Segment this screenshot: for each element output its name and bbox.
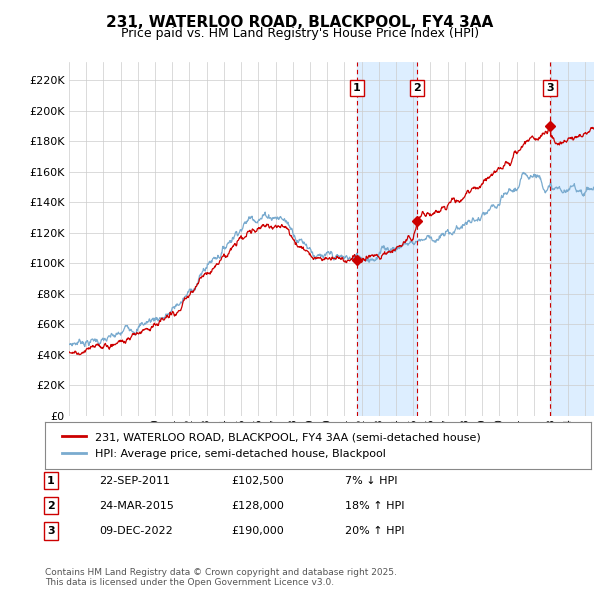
Text: £190,000: £190,000: [231, 526, 284, 536]
Text: £102,500: £102,500: [231, 476, 284, 486]
Text: 3: 3: [546, 83, 554, 93]
Bar: [357, 62, 417, 416]
Text: Price paid vs. HM Land Registry's House Price Index (HPI): Price paid vs. HM Land Registry's House …: [121, 27, 479, 40]
Text: 231, WATERLOO ROAD, BLACKPOOL, FY4 3AA: 231, WATERLOO ROAD, BLACKPOOL, FY4 3AA: [106, 15, 494, 30]
Bar: [550, 62, 594, 416]
Text: 22-SEP-2011: 22-SEP-2011: [99, 476, 170, 486]
Text: 09-DEC-2022: 09-DEC-2022: [99, 526, 173, 536]
Text: 2: 2: [47, 501, 55, 510]
Legend: 231, WATERLOO ROAD, BLACKPOOL, FY4 3AA (semi-detached house), HPI: Average price: 231, WATERLOO ROAD, BLACKPOOL, FY4 3AA (…: [56, 427, 486, 464]
Text: 1: 1: [353, 83, 361, 93]
Text: 18% ↑ HPI: 18% ↑ HPI: [345, 501, 404, 510]
Text: 7% ↓ HPI: 7% ↓ HPI: [345, 476, 398, 486]
Text: 3: 3: [47, 526, 55, 536]
Text: Contains HM Land Registry data © Crown copyright and database right 2025.
This d: Contains HM Land Registry data © Crown c…: [45, 568, 397, 587]
Text: £128,000: £128,000: [231, 501, 284, 510]
Text: 24-MAR-2015: 24-MAR-2015: [99, 501, 174, 510]
Text: 2: 2: [413, 83, 421, 93]
Text: 20% ↑ HPI: 20% ↑ HPI: [345, 526, 404, 536]
Text: 1: 1: [47, 476, 55, 486]
